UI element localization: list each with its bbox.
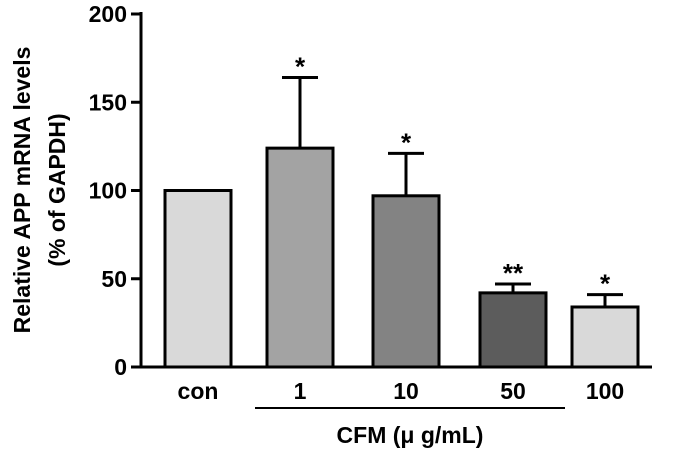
bar-1 xyxy=(265,146,335,369)
y-ticks: 0 50 100 150 200 xyxy=(89,1,141,380)
bar-50 xyxy=(478,291,548,369)
error-bars xyxy=(282,76,623,307)
significance-marker: * xyxy=(295,52,306,82)
y-tick-label: 50 xyxy=(101,266,127,292)
significance-annotations: **** * xyxy=(295,52,611,299)
x-category-label: 1 xyxy=(294,378,307,404)
x-category-label: 10 xyxy=(393,378,419,404)
x-category-label: 100 xyxy=(586,378,624,404)
significance-marker: ** xyxy=(503,258,524,288)
bar-100 xyxy=(570,305,640,369)
y-tick-label: 100 xyxy=(89,178,127,204)
bars xyxy=(163,146,640,369)
bar-10 xyxy=(371,194,441,369)
y-tick-label: 0 xyxy=(114,354,127,380)
y-axis-title-line1: Relative APP mRNA levels xyxy=(9,47,35,334)
bar-con xyxy=(163,189,233,369)
y-tick-label: 150 xyxy=(89,89,127,115)
y-axis-title-line2: (% of GAPDH) xyxy=(44,113,70,266)
significance-marker: * xyxy=(600,269,611,299)
y-tick-label: 200 xyxy=(89,1,127,27)
group-label: CFM (μ g/mL) xyxy=(337,422,484,448)
x-category-label: con xyxy=(178,378,219,404)
x-category-labels: con 1 10 50 100 xyxy=(178,378,625,404)
significance-marker: * xyxy=(401,127,412,157)
x-category-label: 50 xyxy=(500,378,526,404)
